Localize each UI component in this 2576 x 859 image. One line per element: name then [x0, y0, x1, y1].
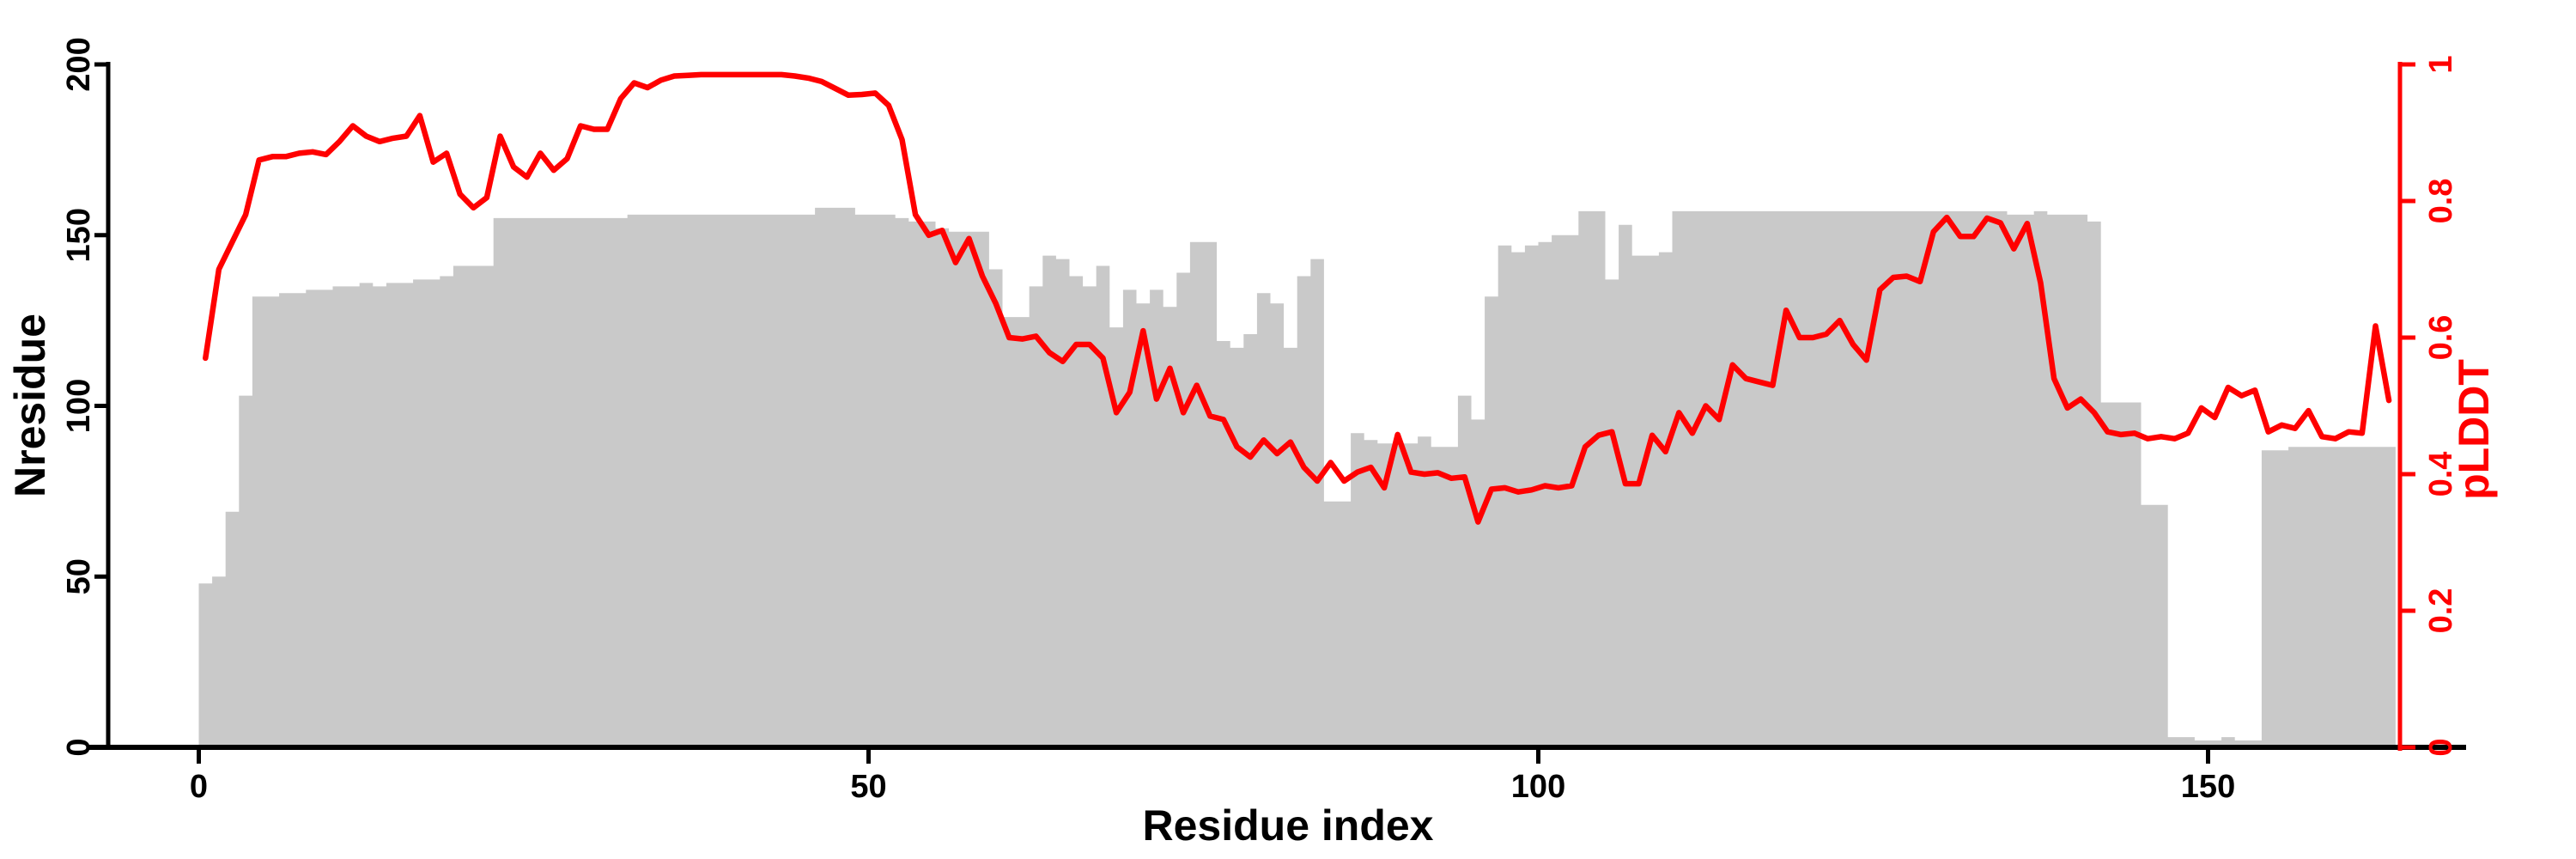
bottom-axis-tick-label: 100: [1511, 769, 1565, 805]
plddt-line: [203, 71, 2392, 525]
right-axis-tick-label: 1: [2423, 55, 2459, 73]
left-axis-tick-label: 150: [61, 208, 97, 262]
left-axis-tick-label: 100: [61, 379, 97, 433]
left-axis-tick-label: 200: [61, 37, 97, 91]
right-axis-tick-label: 0.6: [2423, 315, 2459, 361]
bars-layer: [198, 207, 2396, 747]
bottom-axis-tick-label: 0: [190, 769, 208, 805]
ticks-layer: 0 50 100 150 200 0 50 100 150 0 0.2 0.4 0.6 0.8 1: [61, 37, 2459, 805]
left-axis-tick-label: 0: [61, 738, 97, 756]
right-axis-tick-label: 0: [2423, 738, 2459, 756]
line-layer: [203, 71, 2392, 525]
bottom-axis-tick-label: 50: [850, 769, 886, 805]
left-axis-tick-label: 50: [61, 558, 97, 594]
right-axis-tick-label: 0.4: [2423, 452, 2459, 497]
right-axis-title: pLDDT: [2450, 359, 2498, 500]
nresidue-bars: [198, 207, 2396, 747]
left-axis-title: Nresidue: [6, 314, 54, 497]
right-axis-tick-label: 0.2: [2423, 588, 2459, 634]
right-axis-tick-label: 0.8: [2423, 179, 2459, 224]
bottom-axis-tick-label: 150: [2181, 769, 2235, 805]
bottom-axis-title: Residue index: [1143, 801, 1434, 850]
